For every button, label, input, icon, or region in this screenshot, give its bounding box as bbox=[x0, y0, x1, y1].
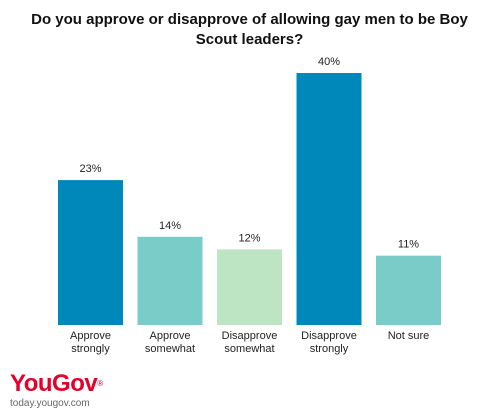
category-label-2-1: somewhat bbox=[224, 343, 274, 355]
yougov-logo: YouGov® bbox=[10, 372, 103, 396]
category-label-4-0: Not sure bbox=[388, 330, 430, 342]
logo-gov: Gov bbox=[52, 370, 98, 397]
value-label-3: 40% bbox=[318, 56, 340, 68]
bar-2 bbox=[217, 249, 282, 325]
category-label-1-0: Approve bbox=[150, 330, 191, 342]
category-label-0-0: Approve bbox=[70, 330, 111, 342]
bar-1 bbox=[137, 236, 203, 325]
value-label-1: 14% bbox=[159, 220, 181, 232]
chart-title: Do you approve or disapprove of allowing… bbox=[31, 11, 468, 48]
value-label-4: 11% bbox=[398, 239, 419, 251]
category-label-1-1: somewhat bbox=[145, 343, 195, 355]
bar-4 bbox=[376, 255, 441, 325]
category-label-3-0: Disapprove bbox=[301, 330, 357, 342]
site-url: today.yougov.com bbox=[10, 398, 90, 409]
category-label-0-1: strongly bbox=[71, 343, 110, 355]
value-label-0: 23% bbox=[79, 163, 101, 175]
bar-3 bbox=[296, 73, 362, 325]
logo-registered-mark: ® bbox=[97, 379, 103, 388]
category-label-3-1: strongly bbox=[310, 343, 349, 355]
value-label-2: 12% bbox=[238, 232, 260, 244]
category-label-2-0: Disapprove bbox=[222, 330, 278, 342]
logo-you: You bbox=[10, 370, 53, 397]
bar-0 bbox=[58, 180, 123, 325]
